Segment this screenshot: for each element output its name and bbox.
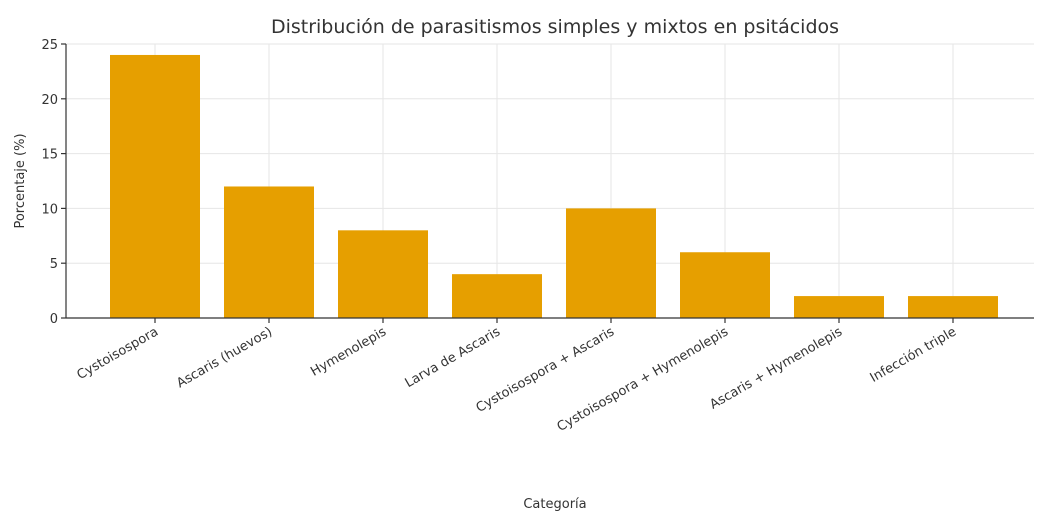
x-tick-label: Ascaris (huevos)	[174, 324, 275, 391]
chart-title: Distribución de parasitismos simples y m…	[271, 16, 839, 38]
y-tick-label: 25	[41, 38, 58, 53]
bar	[908, 296, 998, 318]
grid	[66, 43, 1034, 319]
bar	[794, 296, 884, 318]
x-axis-ticks: Cystoisospora Ascaris (huevos) Hymenolepis…	[74, 318, 959, 435]
bar	[566, 208, 656, 318]
x-axis-label: Categoría	[523, 497, 586, 512]
y-tick-label: 0	[50, 312, 58, 327]
x-tick-label: Cystoisospora	[74, 324, 161, 383]
x-tick-label: Larva de Ascaris	[403, 324, 504, 391]
bar	[452, 274, 542, 318]
bar	[110, 54, 200, 319]
bars	[110, 54, 998, 319]
y-axis-ticks: 0 5 10 15 20 25	[41, 38, 66, 327]
y-tick-label: 20	[41, 93, 58, 108]
bar	[224, 186, 314, 318]
y-axis-label: Porcentaje (%)	[13, 133, 28, 228]
x-tick-label: Infección triple	[868, 324, 959, 385]
y-tick-label: 10	[41, 202, 58, 217]
y-tick-label: 5	[50, 257, 58, 272]
bar	[680, 252, 770, 318]
y-tick-label: 15	[41, 148, 58, 163]
x-tick-label: Hymenolepis	[308, 324, 389, 379]
bar	[338, 230, 428, 318]
